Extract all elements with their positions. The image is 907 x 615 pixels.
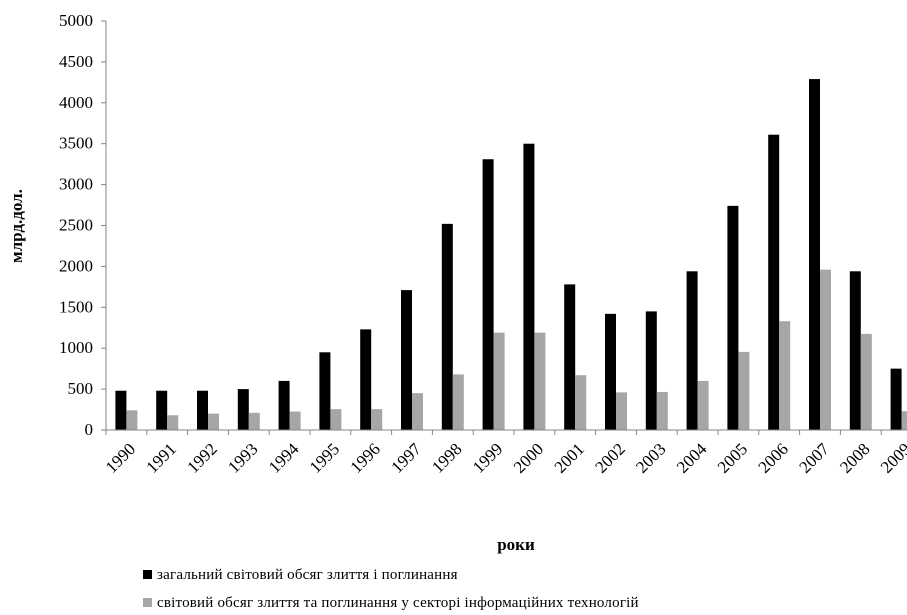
y-tick-label: 500 (68, 379, 94, 398)
bar-series1-1992 (197, 390, 208, 430)
x-tick-label: 2006 (755, 439, 792, 476)
x-tick-label: 2003 (632, 439, 669, 476)
bar-series2-1993 (248, 412, 260, 430)
bar-series2-1990 (126, 410, 138, 430)
bar-series1-1996 (360, 329, 372, 430)
y-tick-label: 4000 (59, 93, 93, 112)
bar-series1-1998 (441, 223, 453, 430)
x-tick-label: 1995 (306, 439, 343, 476)
bar-series1-2004 (686, 271, 698, 430)
bar-series2-1998 (452, 374, 464, 430)
bar-series2-1992 (208, 413, 219, 430)
y-tick-label: 5000 (59, 11, 93, 30)
x-tick-label: 2008 (836, 439, 873, 476)
bar-series2-2004 (697, 380, 709, 430)
bar-series2-2003 (656, 391, 668, 430)
y-tick-label: 0 (85, 420, 94, 439)
bar-series1-2000 (523, 143, 535, 430)
bar-series1-2005 (727, 205, 739, 430)
x-tick-label: 2009 (877, 439, 907, 476)
bar-series1-2001 (564, 284, 576, 430)
bar-series1-1997 (401, 290, 412, 430)
x-tick-label: 1993 (224, 439, 261, 476)
bar-series2-1996 (371, 409, 383, 430)
bar-series1-2008 (849, 271, 861, 430)
legend-label-it: світовий обсяг злиття та поглинання у се… (157, 595, 639, 611)
legend-item-total: загальний світовий обсяг злиття і поглин… (143, 567, 458, 584)
bar-series1-2006 (768, 134, 780, 430)
bar-series1-1990 (115, 390, 127, 430)
bar-series1-2003 (645, 311, 657, 430)
x-tick-label: 2000 (510, 439, 547, 476)
legend-label-total: загальний світовий обсяг злиття і поглин… (157, 567, 458, 583)
bar-series2-2002 (616, 392, 627, 430)
bar-series2-2008 (860, 333, 872, 430)
bar-series1-1991 (156, 390, 168, 430)
y-tick-label: 4500 (59, 52, 93, 71)
bar-series2-2005 (738, 351, 750, 430)
bars-group (115, 79, 907, 430)
bar-series2-1991 (167, 415, 179, 430)
bar-series1-2002 (605, 313, 616, 430)
x-tick-label: 1990 (102, 439, 139, 476)
bar-series1-1993 (237, 389, 249, 430)
bar-series2-2006 (779, 321, 791, 430)
bar-series2-1994 (289, 411, 301, 430)
legend-item-it: світовий обсяг злиття та поглинання у се… (143, 595, 639, 612)
x-tick-label: 1994 (265, 439, 303, 477)
x-tick-label: 2001 (551, 439, 588, 476)
x-tick-label: 1998 (428, 439, 465, 476)
bar-series2-1999 (493, 332, 505, 430)
bar-series1-2009 (890, 368, 902, 430)
x-tick-label: 1996 (347, 439, 384, 476)
bar-series2-2000 (534, 332, 546, 430)
bar-series2-1997 (412, 393, 423, 430)
bar-series2-1995 (330, 409, 342, 430)
x-tick-label: 1992 (183, 439, 220, 476)
bar-series2-2007 (820, 269, 831, 430)
x-axis-title: роки (497, 535, 535, 554)
bar-series1-1999 (482, 159, 494, 430)
legend-swatch-total (143, 570, 152, 579)
x-tick-label: 1999 (469, 439, 506, 476)
x-tick-label: 2007 (795, 439, 833, 477)
legend-swatch-it (143, 598, 152, 607)
x-tick-label: 2005 (714, 439, 751, 476)
bar-series1-2007 (809, 79, 820, 430)
bar-series2-2009 (901, 411, 907, 430)
x-tick-label: 2004 (673, 439, 711, 477)
y-tick-label: 3500 (59, 134, 93, 153)
y-tick-label: 3000 (59, 175, 93, 194)
bar-series2-2001 (575, 375, 587, 430)
y-tick-label: 2000 (59, 256, 93, 275)
y-tick-label: 1500 (59, 297, 93, 316)
y-axis-title: млрд.дол. (7, 189, 26, 263)
x-tick-label: 1997 (387, 439, 425, 477)
y-tick-label: 2500 (59, 216, 93, 235)
bar-series1-1994 (278, 380, 290, 430)
x-tick-label: 1991 (143, 439, 180, 476)
bar-series1-1995 (319, 352, 331, 430)
y-tick-label: 1000 (59, 338, 93, 357)
x-tick-label: 2002 (591, 439, 628, 476)
